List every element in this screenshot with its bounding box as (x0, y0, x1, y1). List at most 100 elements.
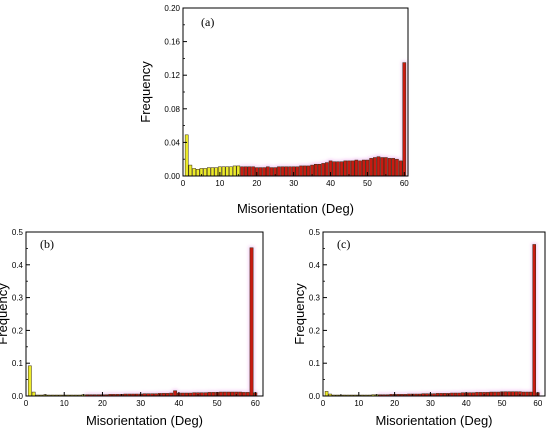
bar-a-54 (380, 157, 384, 177)
y-tick-label-c: 0.3 (309, 294, 321, 303)
axes-frame-a (182, 7, 409, 177)
panel-label-a: (a) (201, 15, 214, 29)
bar-a-11 (221, 166, 226, 177)
bar-a-26 (277, 166, 281, 177)
bar-c-54 (514, 391, 519, 397)
bar-a-43 (339, 161, 344, 177)
bar-c-43 (475, 392, 479, 397)
bar-b-54 (230, 391, 235, 397)
y-axis-label-b: Frequency (0, 283, 10, 345)
bar-c-58 (528, 391, 533, 397)
bar-a-21 (258, 167, 263, 177)
bar-a-3 (192, 168, 196, 177)
bar-a-44 (343, 160, 348, 177)
bar-b-39 (173, 390, 177, 397)
bar-a-34 (306, 165, 311, 177)
bar-a-53 (376, 156, 381, 177)
x-tick-label-b: 0 (24, 399, 29, 408)
bar-a-19 (251, 166, 255, 177)
bar-c-57 (525, 391, 529, 397)
bar-a-55 (384, 157, 388, 177)
x-tick-label-b: 40 (174, 399, 183, 408)
y-ticks-b: 0.0 0.1 0.2 0.3 0.4 0.5 (12, 228, 30, 401)
x-axis-label-b: Misorientation (Deg) (86, 413, 203, 428)
bar-glow-c (377, 242, 541, 396)
bar-a-49 (361, 159, 366, 177)
x-tick-label-c: 20 (390, 399, 399, 408)
bar-b-48 (207, 392, 212, 397)
y-tick-label-c: 0.0 (309, 392, 321, 401)
y-tick-label-b: 0.4 (12, 261, 24, 270)
bar-a-42 (336, 161, 340, 177)
bar-a-8 (210, 167, 215, 177)
bar-a-29 (288, 166, 292, 177)
bar-glow-b (84, 246, 259, 396)
bar-a-13 (229, 166, 233, 177)
x-tick-label-b: 20 (98, 399, 107, 408)
bar-a-27 (280, 166, 285, 177)
bar-c-53 (511, 391, 515, 397)
bar-c-46 (485, 392, 490, 397)
y-tick-label-a: 0.16 (164, 38, 180, 47)
bar-a-7 (207, 167, 211, 177)
x-tick-label-c: 60 (533, 399, 542, 408)
bar-a-38 (321, 163, 325, 177)
y-tick-label-a: 0.12 (164, 71, 180, 80)
chart-panel-a: 0 10 20 30 40 50 60 0.00 0.04 0.08 0.12 0.16 0.20 (a)… (138, 4, 409, 216)
x-tick-label-c: 50 (498, 399, 507, 408)
bar-a-45 (347, 160, 351, 177)
bar-a-60 (402, 62, 407, 177)
y-tick-label-b: 0.3 (12, 294, 24, 303)
bar-a-12 (225, 166, 230, 177)
bar-c-56 (521, 391, 526, 397)
x-ticks-a: 0 10 20 30 40 50 60 (181, 172, 409, 188)
bar-a-18 (247, 166, 252, 177)
y-tick-label-a: 0.00 (164, 172, 180, 181)
x-tick-label-c: 30 (426, 399, 435, 408)
bar-b-51 (219, 391, 223, 397)
bar-a-33 (302, 165, 307, 177)
bar-b-49 (211, 392, 216, 397)
bar-a-48 (358, 160, 362, 177)
bar-a-56 (387, 158, 392, 177)
x-tick-label-a: 10 (215, 179, 224, 188)
bar-a-28 (284, 166, 289, 177)
bar-a-17 (243, 166, 248, 177)
bar-b-57 (242, 392, 246, 397)
y-tick-label-b: 0.2 (12, 326, 24, 335)
bar-a-31 (295, 166, 300, 177)
y-tick-label-b: 0.1 (12, 359, 24, 368)
bar-b-2 (31, 391, 36, 397)
panel-label-b: (b) (40, 237, 54, 251)
bar-a-41 (332, 161, 337, 177)
y-tick-label-b: 0.5 (12, 228, 24, 237)
x-tick-label-a: 50 (363, 179, 372, 188)
x-tick-label-c: 10 (354, 399, 363, 408)
bar-c-49 (496, 391, 501, 397)
x-ticks-b: 0 10 20 30 40 50 60 (24, 392, 260, 408)
bar-b-58 (245, 392, 250, 397)
x-ticks-c: 0 10 20 30 40 50 60 (321, 392, 543, 408)
x-tick-label-b: 50 (213, 399, 222, 408)
bar-c-47 (489, 391, 494, 397)
bar-a-22 (262, 167, 266, 177)
bar-a-52 (373, 157, 377, 177)
x-tick-label-b: 10 (60, 399, 69, 408)
bar-a-16 (240, 166, 244, 177)
bar-c-44 (478, 392, 483, 397)
bar-c-59 (532, 244, 536, 397)
panel-label-c: (c) (337, 237, 350, 251)
bars-b (27, 247, 258, 397)
x-tick-label-b: 30 (136, 399, 145, 408)
x-axis-label-c: Misorientation (Deg) (375, 413, 492, 428)
y-tick-label-a: 0.08 (164, 105, 180, 114)
x-tick-label-a: 40 (326, 179, 335, 188)
y-tick-label-a: 0.04 (164, 138, 180, 147)
bar-a-39 (325, 162, 329, 177)
y-tick-label-c: 0.4 (309, 261, 321, 270)
bar-a-14 (232, 165, 237, 177)
y-tick-label-b: 0.0 (12, 392, 24, 401)
bar-a-1 (184, 134, 189, 177)
